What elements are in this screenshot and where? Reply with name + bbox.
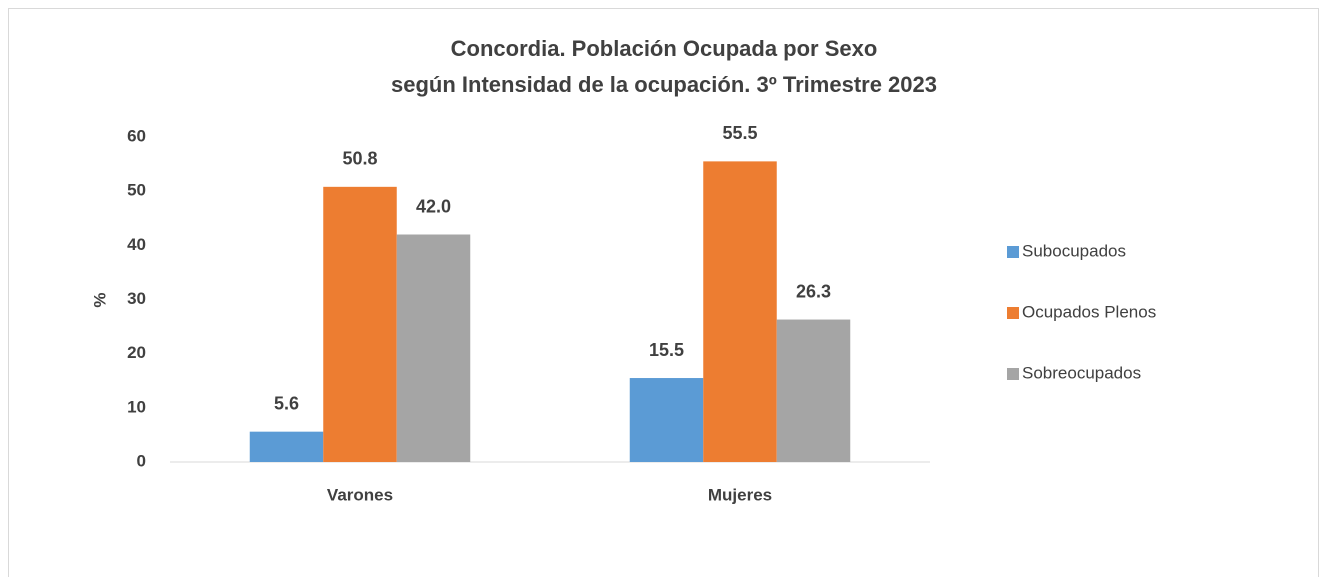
bar: [629, 378, 704, 462]
data-label: 50.8: [342, 149, 377, 169]
legend-swatch: [1007, 246, 1019, 258]
bar: [249, 431, 324, 462]
legend-label: Sobreocupados: [1022, 363, 1141, 382]
y-tick-label: 20: [127, 343, 146, 362]
legend-swatch: [1007, 307, 1019, 319]
legend-label: Subocupados: [1022, 241, 1126, 260]
y-axis-label: %: [90, 292, 109, 307]
y-tick-label: 40: [127, 235, 146, 254]
legend-label: Ocupados Plenos: [1022, 302, 1156, 321]
y-tick-label: 60: [127, 126, 146, 145]
y-tick-label: 10: [127, 397, 146, 416]
bar: [703, 161, 777, 462]
chart-title: Concordia. Población Ocupada por Sexo: [451, 36, 878, 61]
y-tick-label: 30: [127, 289, 146, 308]
bar: [776, 319, 851, 462]
chart-title: según Intensidad de la ocupación. 3º Tri…: [391, 72, 937, 97]
data-label: 26.3: [796, 281, 831, 301]
data-label: 15.5: [649, 340, 684, 360]
x-tick-label: Mujeres: [708, 485, 772, 504]
legend-swatch: [1007, 368, 1019, 380]
data-label: 55.5: [722, 123, 757, 143]
bar: [396, 234, 471, 462]
chart-frame: [8, 8, 1319, 577]
x-tick-label: Varones: [327, 485, 393, 504]
y-tick-label: 50: [127, 181, 146, 200]
y-tick-label: 0: [137, 451, 146, 470]
bar: [323, 186, 397, 463]
data-label: 5.6: [274, 393, 299, 413]
data-label: 42.0: [416, 196, 451, 216]
